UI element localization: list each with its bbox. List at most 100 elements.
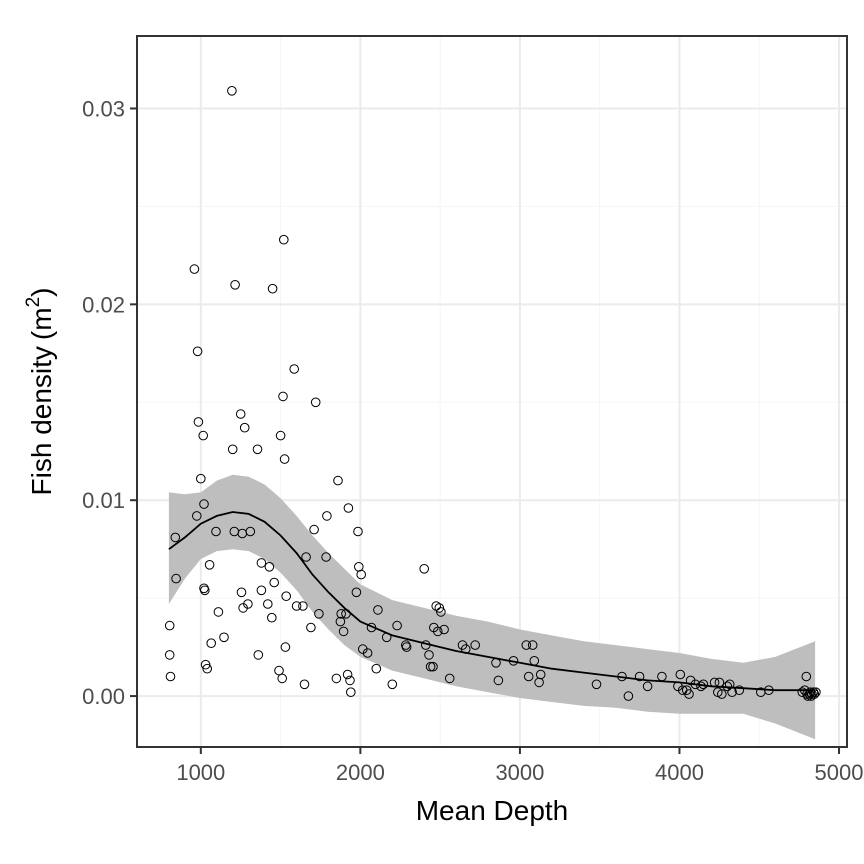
data-point: [811, 687, 821, 698]
data-point: [341, 609, 351, 619]
data-point: [373, 605, 383, 615]
data-point: [460, 644, 471, 654]
data-point: [189, 264, 200, 274]
data-point: [675, 669, 686, 680]
data-point: [321, 552, 331, 562]
data-point: [245, 526, 256, 537]
data-point: [227, 86, 237, 96]
data-point: [353, 526, 363, 537]
data-point: [267, 283, 278, 294]
y-axis-title-paren-close: ): [26, 288, 57, 297]
data-point: [366, 622, 377, 633]
data-point: [289, 364, 300, 374]
data-point: [280, 642, 291, 652]
data-point: [421, 640, 431, 650]
data-point: [196, 473, 206, 484]
data-point: [277, 673, 288, 684]
y-tick-label: 0.03: [82, 96, 125, 121]
data-point: [809, 689, 820, 699]
data-point: [717, 689, 727, 699]
data-point: [617, 671, 627, 682]
data-point: [299, 679, 310, 690]
data-point: [714, 677, 725, 688]
x-axis: 1000 2000 3000 4000 5000: [176, 747, 863, 785]
data-point: [425, 661, 436, 672]
data-point: [298, 601, 308, 611]
data-point: [696, 681, 706, 692]
data-point: [253, 650, 264, 660]
data-point: [371, 663, 382, 674]
data-point: [623, 691, 634, 701]
data-point: [322, 511, 332, 521]
data-point: [381, 632, 392, 643]
y-axis-title-paren-open: (: [26, 330, 57, 340]
data-point: [362, 648, 373, 658]
y-axis-title-exponent: 2: [23, 297, 44, 308]
data-point: [193, 417, 204, 427]
data-point: [529, 656, 540, 666]
data-point: [801, 671, 812, 682]
data-point: [199, 499, 209, 509]
data-point: [263, 599, 273, 609]
y-tick-label: 0.00: [82, 684, 125, 709]
data-point: [301, 552, 311, 562]
data-point: [275, 430, 286, 441]
data-point: [336, 609, 347, 619]
data-point: [508, 656, 519, 666]
data-point: [243, 599, 253, 609]
data-point: [424, 650, 434, 660]
data-point: [200, 585, 210, 596]
x-axis-title: Mean Depth: [416, 795, 569, 826]
data-point: [164, 620, 175, 631]
data-point: [434, 603, 445, 613]
y-tick-label: 0.02: [82, 292, 125, 317]
y-axis: 0.00 0.01 0.02 0.03: [82, 96, 137, 709]
data-point: [356, 569, 367, 580]
x-tick-label: 4000: [655, 760, 704, 785]
data-point: [428, 661, 438, 672]
data-point: [227, 444, 238, 455]
data-point: [333, 475, 343, 486]
data-point: [493, 675, 504, 686]
data-point: [642, 681, 653, 692]
data-point: [444, 673, 455, 684]
data-point: [314, 609, 324, 619]
data-point: [206, 638, 216, 649]
data-point: [256, 558, 267, 568]
x-tick-label: 1000: [176, 760, 225, 785]
panel-border: [136, 35, 848, 748]
data-point: [387, 679, 398, 690]
y-axis-title-unit: m: [26, 307, 57, 330]
data-point: [431, 601, 442, 611]
data-point: [269, 577, 280, 588]
data-point: [256, 585, 267, 596]
data-point: [309, 524, 319, 535]
data-point: [521, 640, 532, 650]
x-tick-label: 3000: [495, 760, 544, 785]
data-point: [727, 687, 737, 698]
data-point: [236, 587, 247, 598]
data-point: [170, 532, 181, 543]
data-point: [734, 685, 745, 696]
data-point: [436, 607, 446, 617]
data-point: [306, 622, 316, 633]
data-point: [527, 640, 538, 650]
data-point: [291, 601, 302, 611]
y-tick-label: 0.01: [82, 488, 125, 513]
data-point: [219, 632, 229, 643]
data-point: [331, 673, 342, 684]
data-point: [279, 234, 289, 245]
data-point: [164, 650, 175, 660]
data-point: [342, 669, 353, 680]
y-axis-title: Fish density (m2): [23, 288, 57, 496]
data-point: [591, 679, 602, 690]
data-point: [279, 454, 290, 464]
data-point: [211, 526, 221, 537]
data-points: [164, 86, 821, 701]
data-point: [213, 607, 224, 617]
data-point: [192, 511, 202, 521]
data-point: [310, 397, 321, 408]
data-point: [264, 562, 275, 572]
